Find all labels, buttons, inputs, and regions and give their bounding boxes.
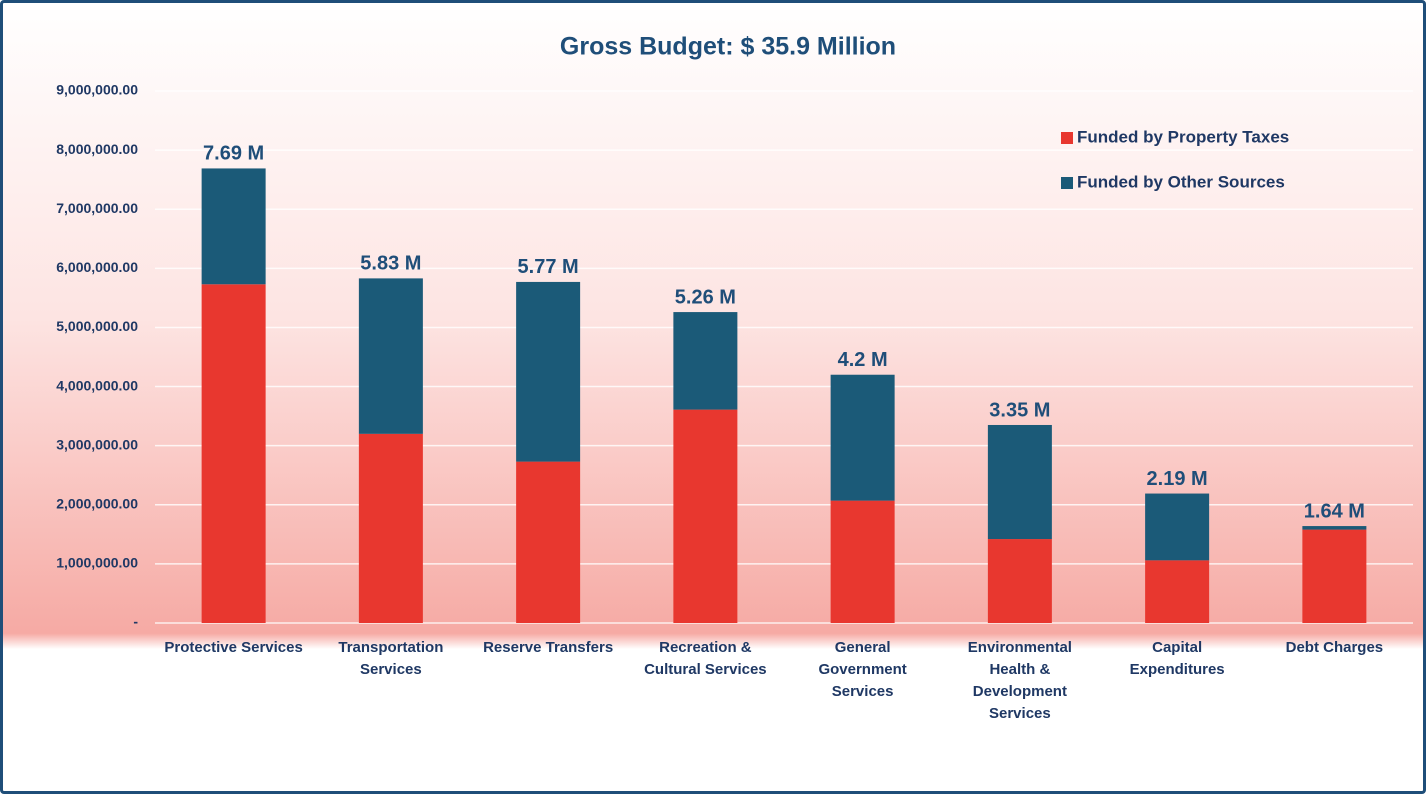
bar-segment	[1145, 560, 1210, 623]
bar-segment	[987, 539, 1052, 623]
y-tick-label: 2,000,000.00	[56, 495, 138, 511]
y-tick-label: 4,000,000.00	[56, 377, 138, 393]
bar-segment	[201, 284, 266, 623]
bar-segment	[1302, 526, 1367, 530]
y-tick-label: 5,000,000.00	[56, 318, 138, 334]
y-tick-label: 6,000,000.00	[56, 259, 138, 275]
bar-segment	[673, 312, 738, 410]
legend-swatch	[1061, 132, 1073, 144]
total-label: 5.83 M	[360, 253, 421, 275]
bar-segment	[516, 461, 581, 623]
bar-segment	[358, 278, 423, 434]
bar-segment	[358, 433, 423, 623]
legend-swatch	[1061, 177, 1073, 189]
bar-segment	[1145, 493, 1210, 561]
bar-segment	[516, 281, 581, 462]
y-tick-label: 3,000,000.00	[56, 436, 138, 452]
total-label: 7.69 M	[203, 143, 264, 165]
legend-label: Funded by Property Taxes	[1077, 127, 1289, 146]
total-label: 3.35 M	[989, 399, 1050, 421]
bar-segment	[830, 374, 895, 501]
x-tick-label: Debt Charges	[1285, 639, 1384, 656]
total-label: 2.19 M	[1147, 468, 1208, 490]
total-label: 5.77 M	[518, 256, 579, 278]
legend-label: Funded by Other Sources	[1077, 172, 1285, 191]
x-tick-label: Reserve Transfers	[483, 639, 614, 656]
y-tick-label: -	[133, 614, 138, 630]
bar-segment	[987, 424, 1052, 540]
y-tick-label: 1,000,000.00	[56, 555, 138, 571]
x-tick-label: Protective Services	[164, 639, 303, 656]
y-tick-label: 7,000,000.00	[56, 200, 138, 216]
chart-title: Gross Budget: $ 35.9 Million	[560, 33, 896, 61]
x-tick-label: General Government Services	[818, 639, 907, 700]
bar-segment	[1302, 529, 1367, 623]
total-label: 4.2 M	[838, 349, 888, 371]
y-tick-label: 9,000,000.00	[56, 82, 138, 98]
x-tick-label: Transportation Services	[338, 639, 444, 678]
x-tick-label: Environmental Health & Development Servi…	[967, 639, 1072, 722]
bar-segment	[673, 409, 738, 623]
chart: Gross Budget: $ 35.9 Million - 1,000,000.…	[56, 33, 1413, 630]
bar-segment	[830, 500, 895, 623]
total-label: 5.26 M	[675, 286, 736, 308]
x-tick-label: Recreation & Cultural Services	[644, 639, 767, 678]
total-label: 1.64 M	[1304, 500, 1365, 522]
x-tick-label: Capital Expenditures	[1129, 639, 1225, 678]
y-tick-label: 8,000,000.00	[56, 141, 138, 157]
bar-segment	[201, 168, 266, 285]
